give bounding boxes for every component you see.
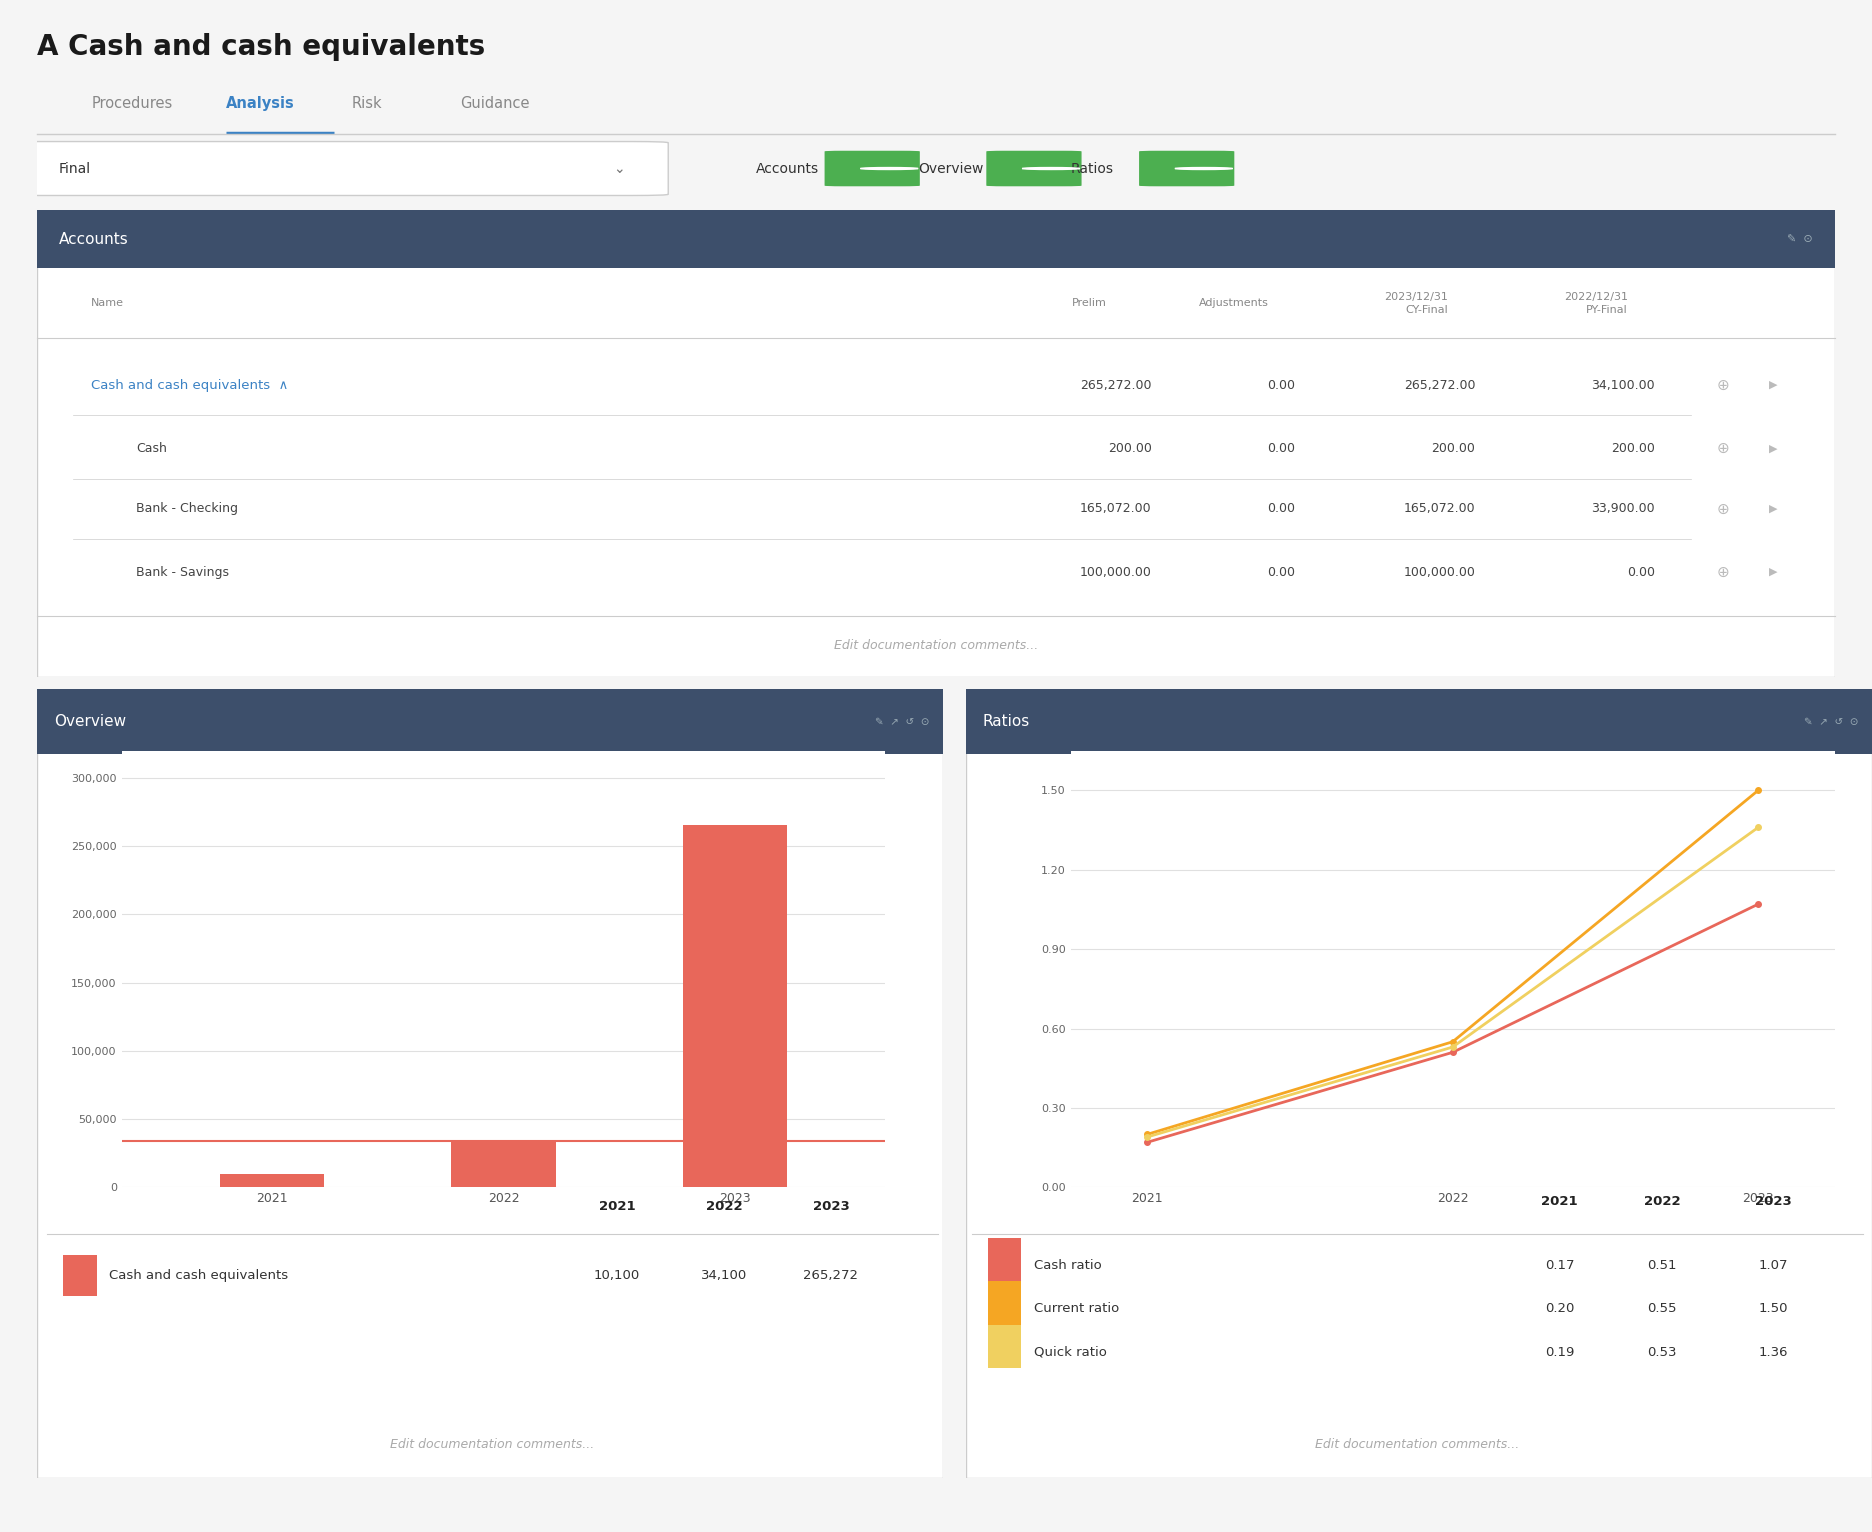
Text: Cash: Cash [137,441,167,455]
Text: ⊕: ⊕ [1717,377,1730,392]
Text: Name: Name [92,299,124,308]
Text: Cash ratio: Cash ratio [1033,1259,1103,1272]
Text: Cash and cash equivalents  ∧: Cash and cash equivalents ∧ [92,378,288,392]
Text: A Cash and cash equivalents: A Cash and cash equivalents [37,32,485,61]
Text: Ratios: Ratios [983,714,1030,729]
Text: 2022/12/31
PY-Final: 2022/12/31 PY-Final [1563,293,1629,314]
Bar [451,1141,556,1187]
Bar [64,1255,97,1296]
Text: ▶: ▶ [1769,567,1778,578]
FancyBboxPatch shape [37,210,1835,268]
FancyBboxPatch shape [37,689,943,1478]
Text: ⊕: ⊕ [1717,564,1730,579]
Circle shape [1176,167,1232,170]
Text: 34,100.00: 34,100.00 [1591,378,1655,392]
Text: Procedures: Procedures [92,97,172,112]
Text: ▶: ▶ [1769,443,1778,453]
Text: 165,072.00: 165,072.00 [1404,502,1475,515]
Text: ⌄: ⌄ [614,161,625,176]
Text: ✎  ↗  ↺  ⊙: ✎ ↗ ↺ ⊙ [876,717,930,726]
Text: Cash and cash equivalents: Cash and cash equivalents [109,1268,288,1282]
Text: 0.00: 0.00 [1627,565,1655,579]
Text: 100,000.00: 100,000.00 [1080,565,1151,579]
Text: 34,100: 34,100 [700,1268,747,1282]
Text: ✎  ↗  ↺  ⊙: ✎ ↗ ↺ ⊙ [1805,717,1859,726]
Text: 0.00: 0.00 [1267,441,1295,455]
Text: 2023/12/31
CY-Final: 2023/12/31 CY-Final [1383,293,1449,314]
Text: 165,072.00: 165,072.00 [1080,502,1151,515]
Text: 200.00: 200.00 [1432,441,1475,455]
Text: Accounts: Accounts [60,231,129,247]
Bar [988,1238,1022,1281]
Text: 265,272.00: 265,272.00 [1404,378,1475,392]
Text: 2021: 2021 [599,1200,635,1213]
Text: Ratios: Ratios [1071,161,1114,176]
Text: Overview: Overview [917,161,983,176]
Text: Final: Final [60,161,92,176]
Text: 1.36: 1.36 [1760,1345,1788,1359]
Text: 2022: 2022 [1644,1195,1681,1209]
Text: ⊕: ⊕ [1717,501,1730,516]
Text: Accounts: Accounts [756,161,820,176]
Text: 0.55: 0.55 [1647,1302,1677,1316]
FancyBboxPatch shape [37,210,1835,677]
Text: 1.50: 1.50 [1760,1302,1788,1316]
Bar [988,1281,1022,1325]
Text: ▶: ▶ [1769,504,1778,513]
Text: Bank - Savings: Bank - Savings [137,565,228,579]
FancyBboxPatch shape [824,150,919,187]
Text: Adjustments: Adjustments [1198,299,1269,308]
Circle shape [1022,167,1080,170]
Text: Edit documentation comments...: Edit documentation comments... [389,1439,595,1451]
Text: 0.19: 0.19 [1544,1345,1574,1359]
Text: 33,900.00: 33,900.00 [1591,502,1655,515]
Text: 0.00: 0.00 [1267,502,1295,515]
Text: 0.20: 0.20 [1544,1302,1574,1316]
Text: Risk: Risk [352,97,382,112]
FancyBboxPatch shape [987,150,1082,187]
Text: ▶: ▶ [1769,380,1778,391]
Text: 0.17: 0.17 [1544,1259,1574,1272]
Text: Prelim: Prelim [1073,299,1106,308]
FancyBboxPatch shape [1138,150,1234,187]
Text: ✎  ⊙: ✎ ⊙ [1788,234,1812,244]
Text: Quick ratio: Quick ratio [1033,1345,1106,1359]
Text: 200.00: 200.00 [1108,441,1151,455]
Text: 100,000.00: 100,000.00 [1404,565,1475,579]
Text: 200.00: 200.00 [1612,441,1655,455]
FancyBboxPatch shape [966,689,1872,754]
Text: 2022: 2022 [706,1200,743,1213]
Text: 2021: 2021 [1541,1195,1578,1209]
Text: 10,100: 10,100 [593,1268,640,1282]
Circle shape [861,167,917,170]
Bar [683,826,786,1187]
Text: 1.07: 1.07 [1760,1259,1788,1272]
Text: 0.00: 0.00 [1267,378,1295,392]
Text: Overview: Overview [54,714,125,729]
Text: Current ratio: Current ratio [1033,1302,1119,1316]
Text: 2023: 2023 [812,1200,850,1213]
Text: Edit documentation comments...: Edit documentation comments... [1314,1439,1520,1451]
Text: Analysis: Analysis [227,97,296,112]
Text: 0.00: 0.00 [1267,565,1295,579]
Text: 265,272: 265,272 [803,1268,859,1282]
FancyBboxPatch shape [37,689,943,754]
FancyBboxPatch shape [966,689,1872,1478]
Text: ⊕: ⊕ [1717,441,1730,455]
Text: 0.53: 0.53 [1647,1345,1677,1359]
Text: 0.51: 0.51 [1647,1259,1677,1272]
Text: 265,272.00: 265,272.00 [1080,378,1151,392]
Text: Bank - Checking: Bank - Checking [137,502,238,515]
Bar [221,1174,324,1187]
FancyBboxPatch shape [4,141,668,196]
Bar [988,1325,1022,1368]
Text: Edit documentation comments...: Edit documentation comments... [833,639,1039,653]
Text: 2023: 2023 [1756,1195,1792,1209]
Text: Guidance: Guidance [461,97,530,112]
